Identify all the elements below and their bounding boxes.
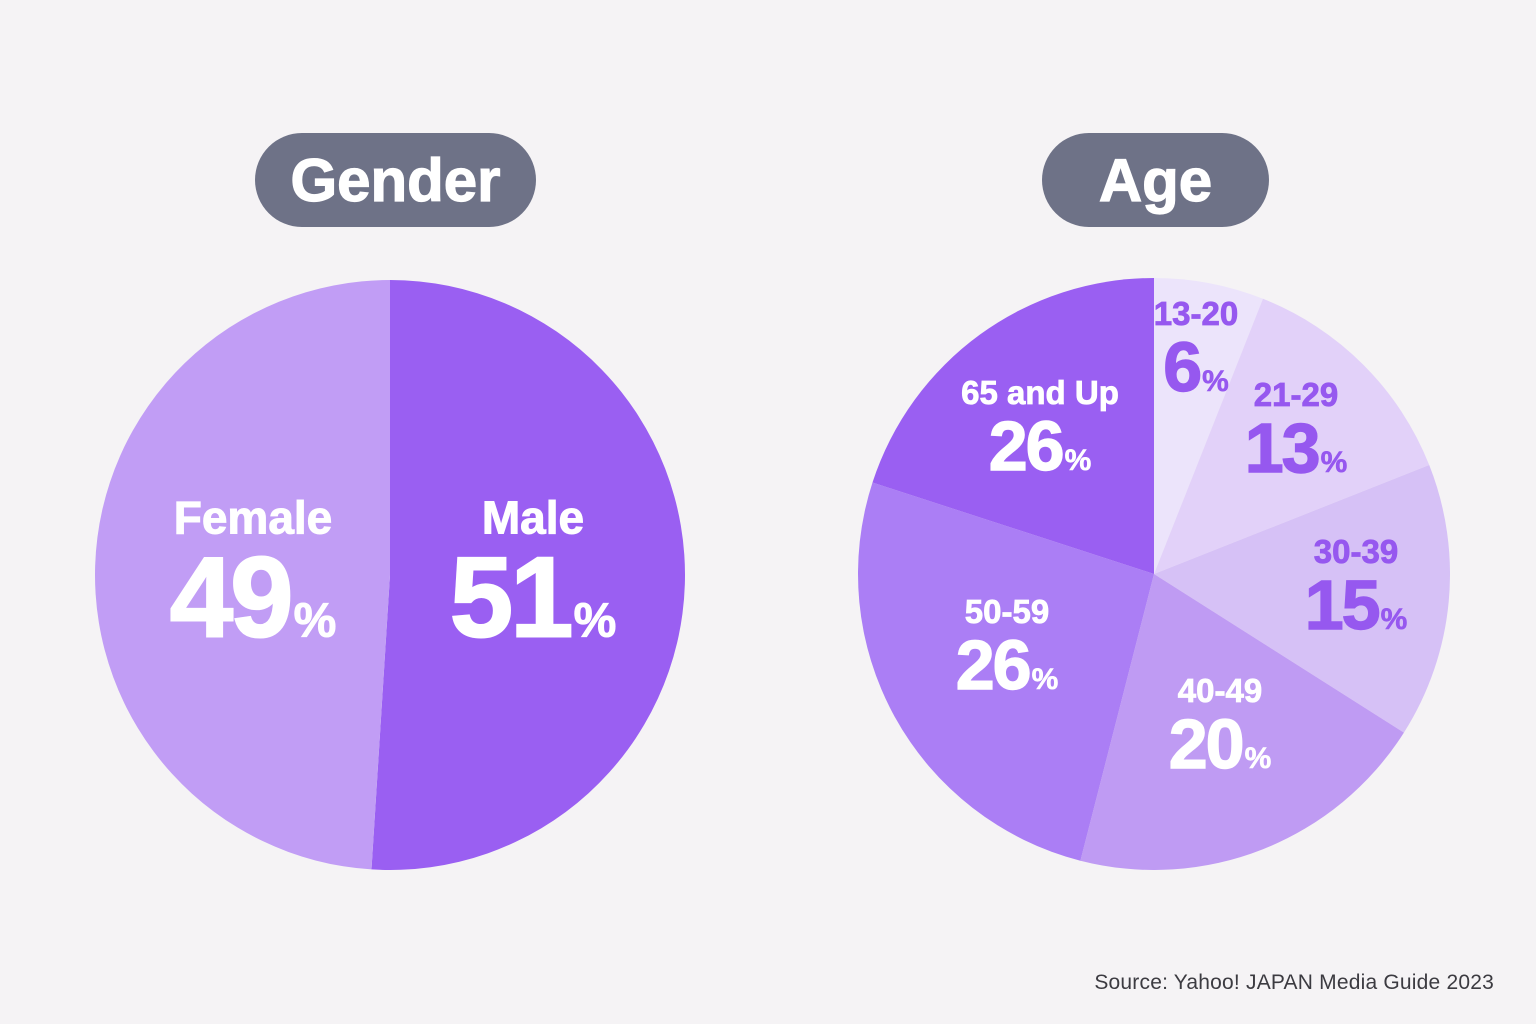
percent-sign: % [1380,602,1408,636]
pie-slice-21-29 [1154,298,1430,574]
age-segment-label-30-39: 30-39 15% [1304,532,1408,644]
age-segment-label-65-and-up: 65 and Up 26% [961,373,1120,485]
age-segment-label-13-20: 13-20 6% [1153,294,1239,406]
male-label: Male [481,491,585,544]
percent-sign: % [1202,364,1229,398]
age-segment-label-21-29: 21-29 13% [1244,375,1348,487]
age-segment-label-40-49: 40-49 20% [1168,671,1272,783]
pie-slice-female [95,280,390,870]
male-value: 51% [449,534,617,662]
percent-sign: % [573,594,617,648]
age-title: Age [1098,146,1213,214]
female-value: 49% [169,534,337,662]
percent-sign: % [1031,662,1059,696]
pie-slice-65-and-up [872,278,1154,574]
pie-slice-50-59 [858,482,1154,861]
gender-title: Gender [290,146,501,214]
age-title-pill: Age [1042,133,1269,227]
gender-segment-label-male: Male 51% [449,491,617,662]
percent-sign: % [1064,443,1092,477]
pie-slice-30-39 [1154,465,1450,733]
female-label: Female [173,491,333,544]
age-segment-label-50-59: 50-59 26% [955,592,1059,704]
gender-title-pill: Gender [255,133,536,227]
pie-slice-male [371,280,685,870]
age-pie-chart [858,278,1450,870]
percent-sign: % [1244,741,1272,775]
gender-pie-chart [95,280,685,870]
pie-slice-13-20 [1154,278,1263,574]
pie-slice-40-49 [1080,574,1404,870]
source-note: Source: Yahoo! JAPAN Media Guide 2023 [1094,971,1494,994]
percent-sign: % [293,594,337,648]
gender-segment-label-female: Female 49% [169,491,337,662]
percent-sign: % [1320,445,1348,479]
